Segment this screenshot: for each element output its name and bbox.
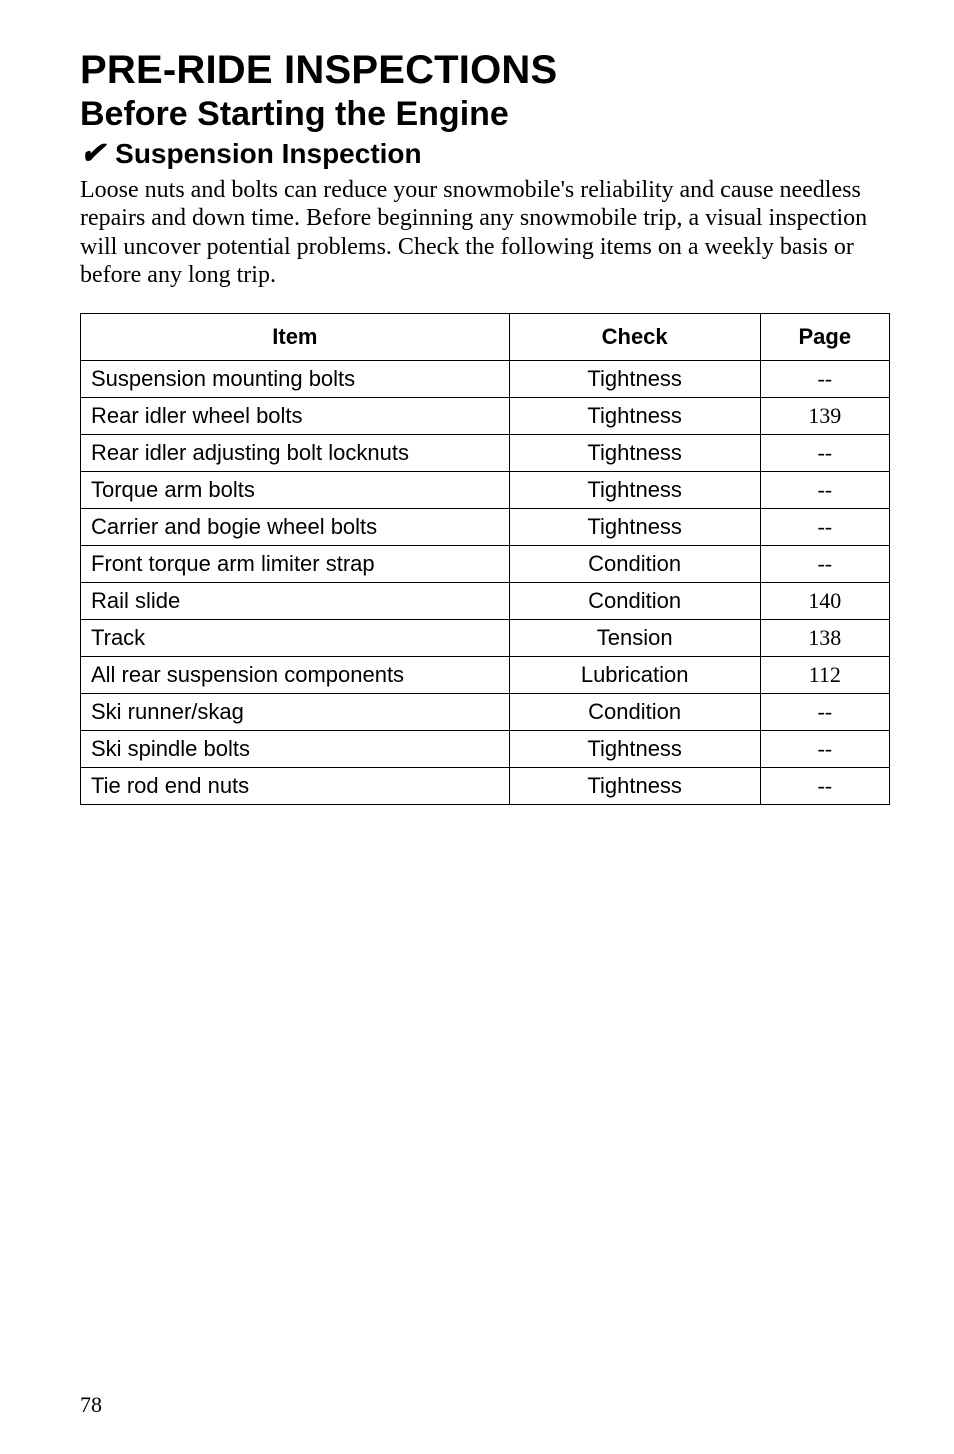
table-row: Carrier and bogie wheel bolts Tightness … xyxy=(81,509,890,546)
cell-check: Lubrication xyxy=(509,657,760,694)
table-row: Torque arm bolts Tightness -- xyxy=(81,472,890,509)
page-title: PRE-RIDE INSPECTIONS xyxy=(80,48,890,93)
cell-item: Track xyxy=(81,620,510,657)
cell-item: Torque arm bolts xyxy=(81,472,510,509)
header-check: Check xyxy=(509,314,760,361)
header-page: Page xyxy=(760,314,889,361)
cell-item: Rail slide xyxy=(81,583,510,620)
page-subtitle: Before Starting the Engine xyxy=(80,95,890,134)
cell-check: Condition xyxy=(509,583,760,620)
cell-check: Tightness xyxy=(509,361,760,398)
table-row: Rear idler wheel bolts Tightness 139 xyxy=(81,398,890,435)
cell-check: Tightness xyxy=(509,435,760,472)
section-heading-line: ✔ Suspension Inspection xyxy=(80,138,890,170)
body-paragraph: Loose nuts and bolts can reduce your sno… xyxy=(80,176,890,289)
cell-item: Ski spindle bolts xyxy=(81,731,510,768)
cell-page: 139 xyxy=(760,398,889,435)
table-row: Rear idler adjusting bolt locknuts Tight… xyxy=(81,435,890,472)
table-row: Rail slide Condition 140 xyxy=(81,583,890,620)
cell-check: Tightness xyxy=(509,509,760,546)
cell-check: Tightness xyxy=(509,472,760,509)
cell-check: Tightness xyxy=(509,731,760,768)
cell-page: 140 xyxy=(760,583,889,620)
cell-item: Tie rod end nuts xyxy=(81,768,510,805)
cell-item: Front torque arm limiter strap xyxy=(81,546,510,583)
cell-item: All rear suspension components xyxy=(81,657,510,694)
table-row: All rear suspension components Lubricati… xyxy=(81,657,890,694)
table-row: Tie rod end nuts Tightness -- xyxy=(81,768,890,805)
cell-page: 112 xyxy=(760,657,889,694)
table-row: Suspension mounting bolts Tightness -- xyxy=(81,361,890,398)
inspection-table: Item Check Page Suspension mounting bolt… xyxy=(80,313,890,805)
document-page: PRE-RIDE INSPECTIONS Before Starting the… xyxy=(0,0,954,1454)
section-heading: Suspension Inspection xyxy=(115,138,421,170)
cell-item: Suspension mounting bolts xyxy=(81,361,510,398)
cell-check: Tension xyxy=(509,620,760,657)
cell-check: Condition xyxy=(509,694,760,731)
cell-item: Rear idler wheel bolts xyxy=(81,398,510,435)
cell-page: -- xyxy=(760,768,889,805)
table-row: Front torque arm limiter strap Condition… xyxy=(81,546,890,583)
cell-page: -- xyxy=(760,435,889,472)
table-row: Ski runner/skag Condition -- xyxy=(81,694,890,731)
checkmark-icon: ✔ xyxy=(80,139,105,169)
cell-page: -- xyxy=(760,546,889,583)
cell-check: Condition xyxy=(509,546,760,583)
cell-check: Tightness xyxy=(509,398,760,435)
cell-item: Carrier and bogie wheel bolts xyxy=(81,509,510,546)
cell-page: -- xyxy=(760,472,889,509)
cell-item: Rear idler adjusting bolt locknuts xyxy=(81,435,510,472)
header-item: Item xyxy=(81,314,510,361)
page-number: 78 xyxy=(80,1392,102,1418)
cell-item: Ski runner/skag xyxy=(81,694,510,731)
cell-page: -- xyxy=(760,509,889,546)
table-row: Ski spindle bolts Tightness -- xyxy=(81,731,890,768)
cell-page: -- xyxy=(760,361,889,398)
cell-page: 138 xyxy=(760,620,889,657)
cell-check: Tightness xyxy=(509,768,760,805)
table-row: Track Tension 138 xyxy=(81,620,890,657)
cell-page: -- xyxy=(760,694,889,731)
table-header-row: Item Check Page xyxy=(81,314,890,361)
cell-page: -- xyxy=(760,731,889,768)
